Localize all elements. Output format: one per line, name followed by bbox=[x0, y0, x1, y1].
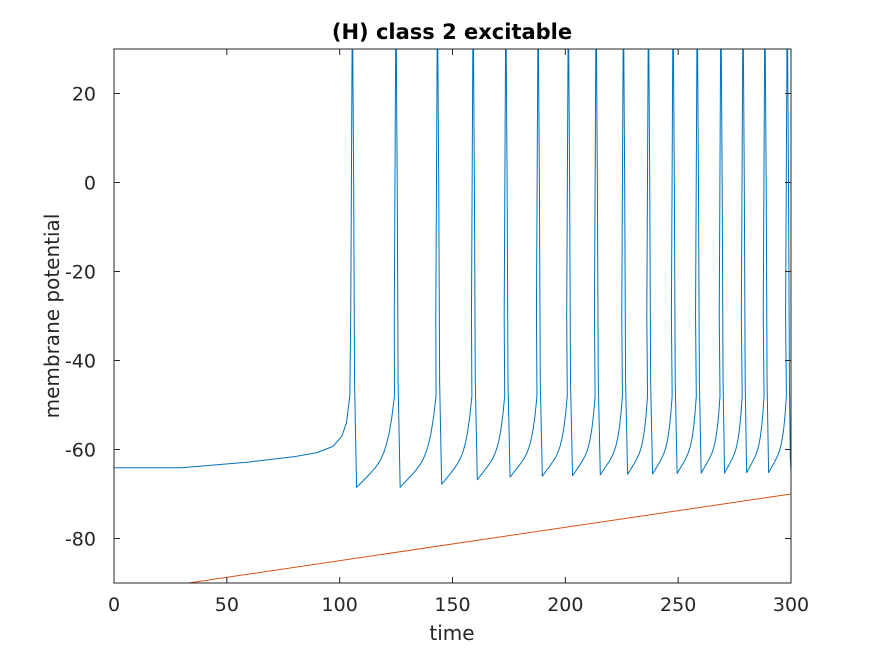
series-line-membrane-potential bbox=[114, 48, 792, 488]
plot-area bbox=[114, 49, 791, 583]
x-tick-label: 0 bbox=[108, 594, 120, 616]
y-tick-label: -80 bbox=[65, 529, 96, 551]
y-tick-label: -60 bbox=[65, 440, 96, 462]
x-tick-label: 50 bbox=[215, 594, 239, 616]
x-tick-label: 150 bbox=[434, 594, 470, 616]
x-tick-label: 100 bbox=[322, 594, 358, 616]
x-tick-label: 300 bbox=[773, 594, 809, 616]
tick-layer: 0 50 100 150 200 250 300 -80 -60 -40 -20 0 20 bbox=[65, 49, 809, 616]
y-axis-label: membrane potential bbox=[40, 214, 64, 419]
x-tick-label: 200 bbox=[547, 594, 583, 616]
y-tick-label: -40 bbox=[65, 351, 96, 373]
chart-title: (H) class 2 excitable bbox=[332, 20, 572, 44]
x-tick-label: 250 bbox=[660, 594, 696, 616]
y-tick-label: -20 bbox=[65, 262, 96, 284]
y-tick-label: 20 bbox=[72, 84, 96, 106]
x-axis-label: time bbox=[429, 621, 474, 645]
y-tick-label: 0 bbox=[84, 173, 96, 195]
